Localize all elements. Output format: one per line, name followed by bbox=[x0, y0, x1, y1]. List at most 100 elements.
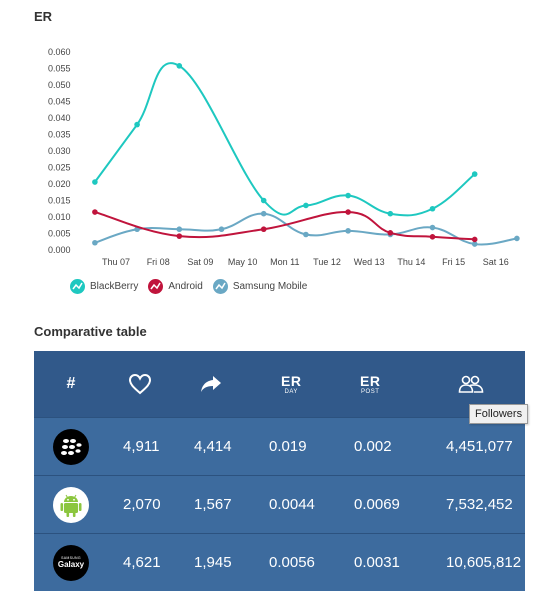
er-day-value: 0.0044 bbox=[269, 496, 315, 513]
x-tick-label: Fri 08 bbox=[147, 257, 170, 267]
y-tick-label: 0.030 bbox=[48, 146, 71, 156]
data-point bbox=[92, 239, 98, 246]
data-point bbox=[260, 197, 267, 204]
samsung-galaxy-logo-icon: SAMSUNG Galaxy bbox=[53, 544, 89, 581]
er-day-header-label: ER bbox=[281, 372, 302, 389]
data-point bbox=[303, 231, 309, 238]
data-point bbox=[134, 121, 140, 128]
x-tick-label: May 10 bbox=[228, 257, 258, 267]
y-tick-label: 0.035 bbox=[48, 130, 71, 140]
y-tick-label: 0.040 bbox=[48, 113, 71, 123]
er-post-header-label: ER bbox=[360, 372, 381, 389]
legend-item-samsung-mobile[interactable]: Samsung Mobile bbox=[212, 279, 308, 294]
table-title: Comparative table bbox=[34, 324, 147, 339]
data-point bbox=[303, 202, 309, 209]
x-tick-label: Sat 09 bbox=[187, 257, 213, 267]
line-series-icon bbox=[148, 279, 164, 294]
data-point bbox=[429, 224, 436, 231]
likes-value: 4,911 bbox=[123, 438, 160, 455]
data-point bbox=[387, 210, 394, 217]
likes-value: 4,621 bbox=[123, 554, 161, 571]
data-point bbox=[345, 192, 351, 199]
er-day-header-sublabel: DAY bbox=[284, 388, 298, 395]
er-day-value: 0.019 bbox=[269, 438, 307, 455]
legend-label: BlackBerry bbox=[90, 281, 139, 292]
logo-text-bottom: Galaxy bbox=[57, 560, 85, 569]
y-tick-label: 0.005 bbox=[48, 229, 71, 239]
legend-label: Android bbox=[168, 281, 203, 292]
line-series-icon bbox=[70, 279, 85, 294]
legend-item-android[interactable]: Android bbox=[148, 279, 203, 294]
data-point bbox=[218, 226, 225, 233]
table-row[interactable]: SAMSUNG Galaxy 4,621 1,945 0.0056 0.0031… bbox=[34, 533, 525, 591]
x-tick-label: Fri 15 bbox=[442, 257, 465, 267]
data-point bbox=[260, 226, 267, 233]
y-tick-label: 0.015 bbox=[48, 196, 71, 206]
y-tick-label: 0.050 bbox=[48, 80, 71, 90]
data-point bbox=[345, 209, 351, 215]
header-hash: # bbox=[66, 375, 76, 392]
brand-cell bbox=[34, 428, 108, 465]
y-tick-label: 0.020 bbox=[48, 179, 71, 189]
data-point bbox=[429, 234, 436, 240]
chart-title: ER bbox=[34, 9, 53, 24]
data-point bbox=[471, 236, 478, 243]
er-line-chart: 0.000 0.005 0.010 0.015 0.020 0.025 0.030 0.035… bbox=[48, 47, 520, 267]
table-row[interactable]: 4,911 4,414 0.019 0.002 4,451,077 bbox=[34, 417, 525, 475]
chart-legend: BlackBerry Android Samsung Mobile bbox=[70, 279, 307, 294]
data-point bbox=[471, 241, 478, 247]
followers-icon[interactable] bbox=[422, 351, 525, 417]
er-post-value: 0.0069 bbox=[354, 496, 400, 513]
followers-tooltip: Followers bbox=[469, 404, 529, 424]
data-point bbox=[345, 228, 351, 234]
followers-value: 7,532,452 bbox=[446, 496, 513, 513]
data-point bbox=[176, 226, 183, 233]
logo-text-top: SAMSUNG bbox=[61, 556, 81, 560]
legend-item-blackberry[interactable]: BlackBerry bbox=[70, 279, 138, 294]
er-post-value: 0.002 bbox=[354, 438, 392, 455]
legend-label: Samsung Mobile bbox=[232, 281, 308, 292]
er-post-header-sublabel: POST bbox=[361, 388, 380, 395]
series-line-blackberry bbox=[94, 62, 476, 217]
x-tick-label: Wed 13 bbox=[354, 257, 385, 267]
table-row[interactable]: 2,070 1,567 0.0044 0.0069 7,532,452 bbox=[34, 475, 525, 533]
data-point bbox=[471, 171, 478, 177]
data-point bbox=[176, 63, 183, 69]
data-point bbox=[387, 230, 394, 236]
android-logo-icon bbox=[53, 486, 89, 523]
shares-value: 1,945 bbox=[194, 554, 232, 571]
series-line-samsung-mobile bbox=[94, 212, 518, 246]
x-tick-label: Tue 12 bbox=[313, 257, 341, 267]
data-point bbox=[514, 235, 520, 242]
table-header-row: # ER DAY ER POST bbox=[34, 351, 525, 417]
share-icon[interactable] bbox=[182, 351, 259, 417]
y-tick-label: 0.025 bbox=[48, 163, 71, 173]
y-tick-label: 0.010 bbox=[48, 212, 71, 222]
followers-value: 10,605,812 bbox=[446, 554, 522, 571]
y-tick-label: 0.060 bbox=[48, 47, 71, 57]
y-tick-label: 0.045 bbox=[48, 97, 71, 107]
x-tick-label: Thu 14 bbox=[397, 257, 425, 267]
er-day-header[interactable]: ER DAY bbox=[259, 351, 342, 417]
brand-cell bbox=[34, 486, 108, 523]
er-post-value: 0.0031 bbox=[354, 554, 400, 571]
line-series-icon bbox=[212, 279, 228, 294]
shares-value: 4,414 bbox=[194, 438, 232, 455]
y-tick-label: 0.055 bbox=[48, 64, 71, 74]
brand-cell: SAMSUNG Galaxy bbox=[34, 544, 108, 581]
heart-icon[interactable] bbox=[108, 351, 182, 417]
likes-value: 2,070 bbox=[123, 496, 161, 513]
followers-value: 4,451,077 bbox=[446, 438, 513, 455]
data-point bbox=[176, 233, 183, 239]
x-tick-label: Thu 07 bbox=[102, 257, 130, 267]
y-tick-label: 0.000 bbox=[48, 245, 71, 255]
er-post-header[interactable]: ER POST bbox=[342, 351, 422, 417]
blackberry-logo-icon bbox=[53, 428, 89, 465]
data-point bbox=[92, 179, 98, 185]
x-tick-label: Sat 16 bbox=[483, 257, 509, 267]
shares-value: 1,567 bbox=[194, 496, 232, 513]
data-point bbox=[429, 205, 436, 212]
series-line-android bbox=[94, 211, 475, 241]
data-point bbox=[92, 209, 98, 215]
er-day-value: 0.0056 bbox=[269, 554, 315, 571]
